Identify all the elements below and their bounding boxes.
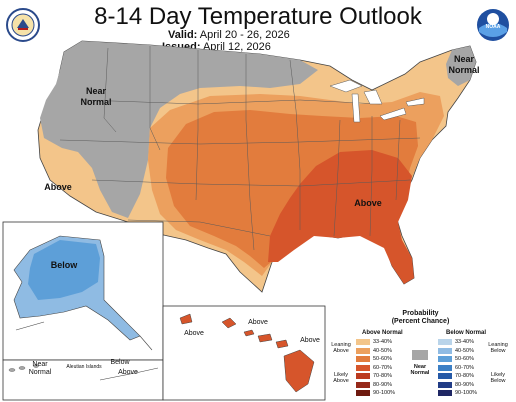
below-bin-label-0: 33-40% xyxy=(455,339,474,345)
aleutian-above-label: Above xyxy=(118,369,138,376)
legend-likely-below-1: Likely xyxy=(490,372,506,378)
hawaii-islands xyxy=(179,313,315,393)
noaa-logo-icon: NOAA xyxy=(477,9,509,41)
alaska-below-label: Below xyxy=(51,260,79,270)
map-title: 8-14 Day Temperature Outlook xyxy=(94,3,422,30)
great-lakes xyxy=(329,79,425,123)
hawaii-above-label-3: Above xyxy=(300,337,320,344)
aleutian-chain-line xyxy=(99,367,159,381)
above-bin-label-3: 60-70% xyxy=(373,364,392,371)
legend-likely-above-2: Above xyxy=(333,378,349,384)
above-bin-label-5: 80-90% xyxy=(373,381,392,388)
aleutian-below-label: Below xyxy=(110,359,130,366)
valid-dates: Valid: April 20 - 26, 2026 xyxy=(168,29,290,41)
below-swatch-6 xyxy=(438,390,452,396)
west-near-label-1: Near xyxy=(86,86,107,96)
below-swatch-3 xyxy=(438,364,452,371)
aleutian-near-label-1: Near xyxy=(32,361,48,368)
legend-leaning-above-2: Above xyxy=(333,348,349,354)
ne-near-label-2: Normal xyxy=(448,65,479,75)
probability-legend: Probability (Percent Chance) Above Norma… xyxy=(328,306,513,401)
legend-near-swatch xyxy=(412,350,428,360)
below-swatch-1 xyxy=(438,347,452,354)
above-60-70-region xyxy=(268,150,414,284)
valid-value: April 20 - 26, 2026 xyxy=(199,29,290,41)
noaa-logo-text: NOAA xyxy=(486,24,501,30)
above-swatch-6 xyxy=(356,390,370,396)
valid-label: Valid: xyxy=(168,29,198,41)
legend-near-label-1: Near xyxy=(413,364,427,370)
aleutian-inset-frame xyxy=(2,359,164,401)
legend-leaning-below-1: Leaning xyxy=(488,342,508,348)
state-boundaries xyxy=(59,46,421,251)
legend-leaning-above-1: Leaning xyxy=(331,342,351,348)
above-swatch-3 xyxy=(356,364,370,371)
below-swatch-4 xyxy=(438,373,452,379)
hawaii-above-label-1: Above xyxy=(184,330,204,337)
aleutian-islands-label: Aleutian Islands xyxy=(66,364,102,370)
ne-near-label-1: Near xyxy=(454,54,475,64)
above-swatch-5 xyxy=(356,381,370,388)
below-bin-label-6: 90-100% xyxy=(455,390,478,396)
below-swatch-5 xyxy=(438,381,452,388)
legend-title-1: Probability xyxy=(402,310,439,317)
alaska-likely-below xyxy=(28,240,100,300)
below-bin-label-4: 70-80% xyxy=(455,373,474,379)
alaska-islands xyxy=(15,321,153,351)
legend-above-header: Above Normal xyxy=(362,330,403,336)
above-swatch-1 xyxy=(356,347,370,354)
below-bin-label-2: 50-60% xyxy=(455,356,474,362)
northeast-near-normal-region xyxy=(446,46,476,86)
above-bin-label-4: 70-80% xyxy=(373,373,392,379)
above-swatch-2 xyxy=(356,356,370,362)
below-bin-label-3: 60-70% xyxy=(455,364,474,371)
above-bin-label-0: 33-40% xyxy=(373,339,392,345)
below-swatch-0 xyxy=(438,339,452,345)
above-bin-label-1: 40-50% xyxy=(373,347,392,354)
below-bin-label-1: 40-50% xyxy=(455,347,474,354)
below-bin-label-5: 80-90% xyxy=(455,381,474,388)
legend-likely-below-2: Below xyxy=(490,378,506,384)
aleutian-near-label-2: Normal xyxy=(29,369,52,376)
above-bin-label-6: 90-100% xyxy=(373,390,396,396)
legend-likely-above-1: Likely xyxy=(333,372,349,378)
west-coast-above-label: Above xyxy=(44,182,72,192)
aleutian-islands-shapes xyxy=(8,364,39,372)
legend-title-2: (Percent Chance) xyxy=(391,318,450,325)
southeast-above-label: Above xyxy=(354,198,382,208)
legend-leaning-below-2: Below xyxy=(490,348,506,354)
legend-below-header: Below Normal xyxy=(446,330,487,336)
issued-value: April 12, 2026 xyxy=(202,41,271,53)
hawaii-above-label-2: Above xyxy=(248,319,268,326)
above-swatch-0 xyxy=(356,339,370,345)
below-swatch-2 xyxy=(438,356,452,362)
department-seal-icon xyxy=(6,8,40,42)
above-swatch-4 xyxy=(356,373,370,379)
legend-near-label-2: Normal xyxy=(410,370,430,376)
above-bin-label-2: 50-60% xyxy=(373,356,392,362)
west-near-label-2: Normal xyxy=(80,97,111,107)
west-near-normal-region xyxy=(40,41,318,218)
